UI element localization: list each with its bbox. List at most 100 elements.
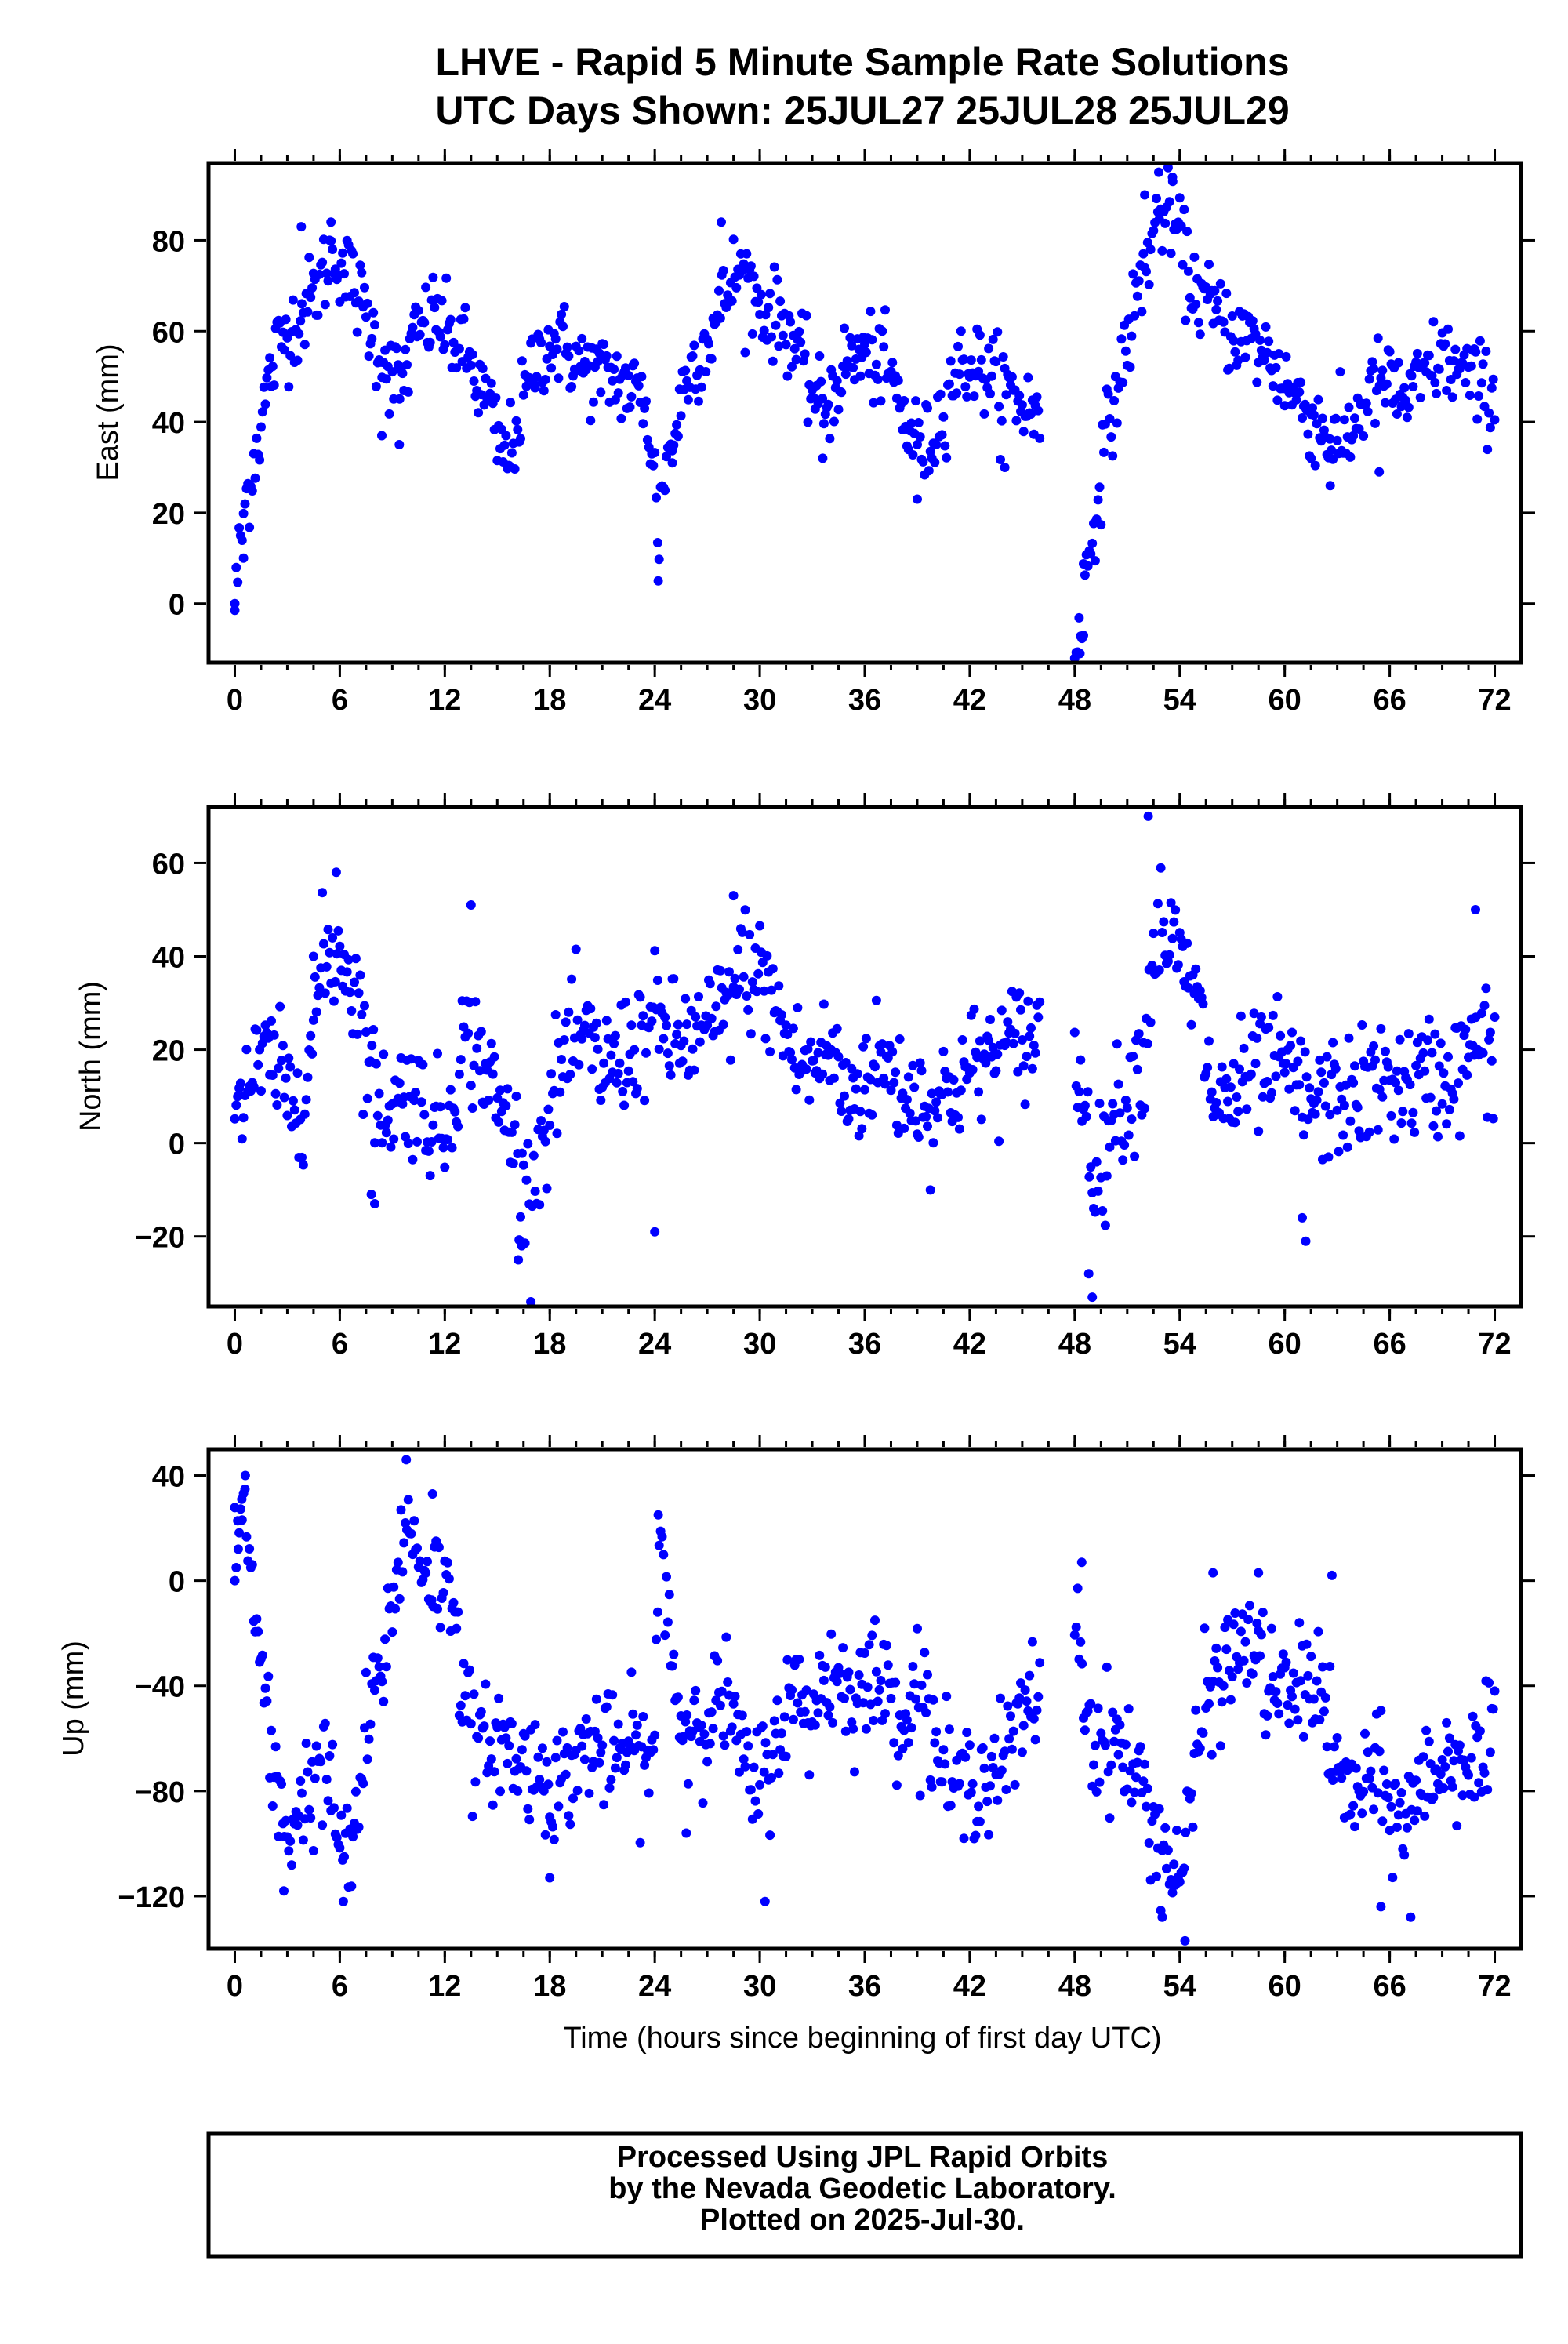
- north-data-point: [331, 867, 341, 878]
- up-data-point: [1261, 1730, 1271, 1740]
- up-data-point: [1329, 1742, 1339, 1752]
- north-data-point: [347, 1006, 357, 1016]
- east-data-point: [786, 317, 796, 327]
- east-data-point: [908, 450, 918, 460]
- up-data-point: [996, 1693, 1005, 1703]
- north-data-point: [1157, 928, 1167, 937]
- north-data-point: [386, 1142, 396, 1152]
- east-data-point: [1354, 424, 1364, 434]
- north-data-point: [1290, 1106, 1300, 1116]
- north-data-point: [905, 1108, 915, 1118]
- north-data-point: [297, 1152, 307, 1162]
- east-data-point: [794, 326, 804, 336]
- north-data-point: [425, 1171, 435, 1181]
- east-data-point: [1215, 278, 1225, 289]
- north-data-point: [332, 949, 342, 959]
- east-data-point: [516, 434, 525, 444]
- up-data-point: [1288, 1668, 1298, 1678]
- north-data-point: [292, 1068, 303, 1078]
- east-data-point: [510, 464, 520, 474]
- east-data-point: [1420, 358, 1430, 368]
- north-data-point: [282, 1110, 292, 1121]
- east-y-tick-label: 80: [152, 225, 185, 258]
- east-data-point: [1179, 205, 1189, 215]
- north-data-point: [618, 1086, 628, 1096]
- up-data-point: [873, 1696, 883, 1706]
- up-data-point: [916, 1680, 927, 1690]
- up-data-point: [320, 1718, 330, 1728]
- time-x-axis-label: Time (hours since beginning of first day…: [563, 2022, 1161, 2055]
- east-data-point: [662, 452, 671, 462]
- east-data-point: [593, 357, 603, 366]
- north-data-point: [1108, 1099, 1118, 1109]
- north-data-point: [1310, 1109, 1320, 1119]
- north-data-point: [419, 1110, 430, 1120]
- north-data-point: [705, 979, 715, 989]
- up-data-point: [523, 1804, 533, 1814]
- north-data-point: [635, 992, 645, 1002]
- north-data-point: [267, 1070, 278, 1080]
- up-data-point: [871, 1666, 881, 1677]
- north-data-point: [381, 1128, 391, 1138]
- up-data-point: [1160, 1823, 1171, 1833]
- up-data-point: [433, 1604, 442, 1614]
- east-data-point: [1486, 383, 1497, 393]
- up-data-point: [1320, 1692, 1330, 1703]
- north-data-point: [852, 1069, 862, 1079]
- north-data-point: [1130, 1151, 1140, 1161]
- up-data-point: [504, 1741, 514, 1750]
- north-data-point: [860, 1085, 869, 1095]
- north-data-point: [590, 1033, 600, 1043]
- up-data-point: [1076, 1637, 1086, 1647]
- north-data-point: [1166, 898, 1176, 908]
- east-data-point: [355, 260, 365, 271]
- east-data-point: [477, 364, 488, 373]
- east-data-point: [764, 303, 774, 313]
- east-x-tick-label: 18: [533, 684, 566, 717]
- up-data-point: [412, 1543, 422, 1554]
- up-data-point: [1032, 1705, 1042, 1715]
- east-data-point: [653, 576, 663, 586]
- north-data-point: [1087, 1292, 1098, 1303]
- north-data-point: [969, 1004, 979, 1014]
- up-data-point: [682, 1710, 692, 1720]
- north-data-point: [1393, 1085, 1403, 1096]
- north-data-point: [445, 1085, 456, 1095]
- north-data-point: [1364, 1127, 1374, 1137]
- north-data-point: [840, 1058, 851, 1067]
- north-data-point: [996, 1005, 1007, 1016]
- east-data-point: [1447, 392, 1457, 402]
- north-data-point: [1406, 1118, 1417, 1128]
- north-data-point: [249, 1081, 259, 1092]
- east-data-point: [954, 369, 964, 380]
- up-x-tick-label: 0: [227, 1970, 243, 2003]
- east-data-point: [988, 334, 998, 344]
- up-data-point: [974, 1801, 984, 1812]
- north-data-point: [435, 1102, 445, 1112]
- east-data-point: [1296, 377, 1306, 387]
- east-data-point: [887, 358, 898, 368]
- east-data-point: [599, 340, 609, 350]
- up-data-point: [728, 1699, 739, 1709]
- east-data-point: [959, 354, 969, 365]
- east-data-point: [1475, 336, 1485, 346]
- east-data-point: [1408, 382, 1418, 391]
- up-data-point: [1366, 1766, 1376, 1776]
- east-data-point: [1310, 460, 1320, 471]
- up-data-point: [486, 1754, 496, 1764]
- north-data-point: [1254, 1126, 1264, 1136]
- east-data-point: [238, 508, 249, 518]
- east-data-point: [689, 340, 699, 351]
- east-plot-frame: [206, 161, 1523, 665]
- up-data-point: [1207, 1750, 1217, 1760]
- north-data-point: [669, 974, 679, 984]
- up-data-point: [610, 1763, 620, 1773]
- north-data-point: [702, 1020, 713, 1030]
- north-data-point: [1373, 1125, 1383, 1135]
- north-data-point: [1191, 964, 1201, 974]
- up-data-point: [984, 1830, 994, 1840]
- up-data-point: [604, 1783, 615, 1793]
- north-data-point: [1167, 933, 1178, 943]
- north-data-point: [1284, 1084, 1294, 1094]
- up-data-point: [444, 1574, 454, 1584]
